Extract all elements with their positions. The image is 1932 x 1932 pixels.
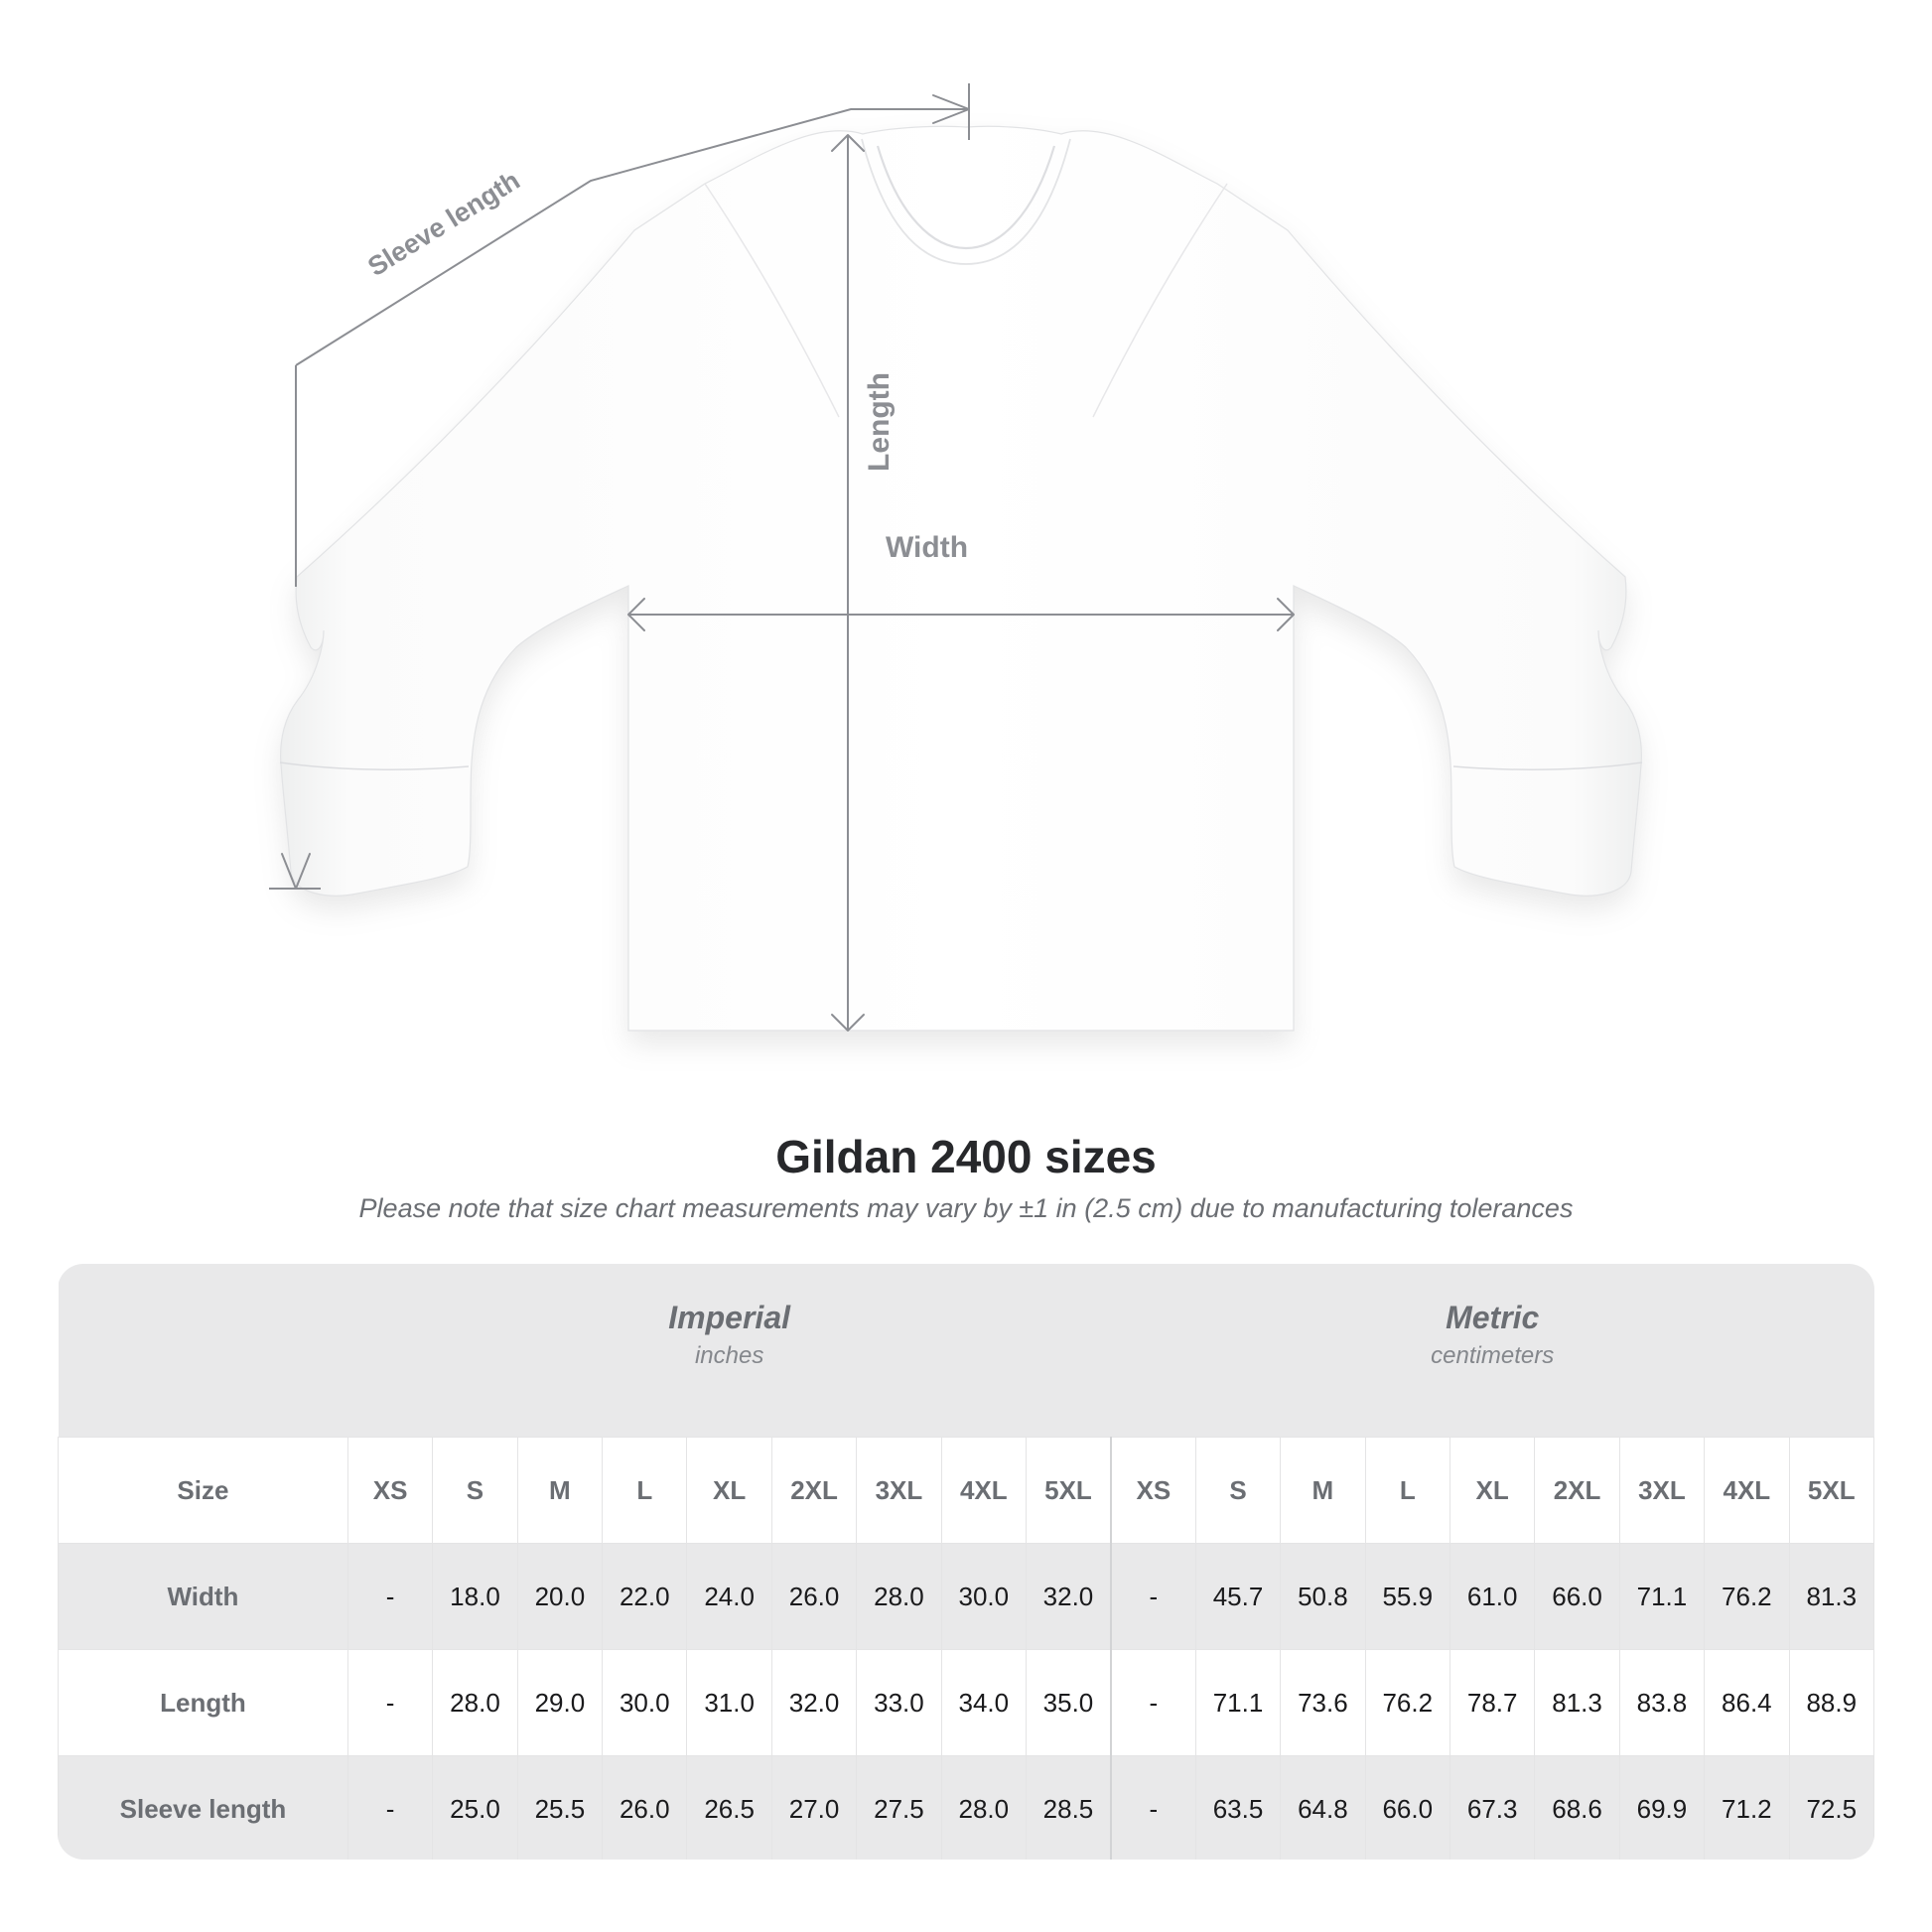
- svg-text:Width: Width: [886, 531, 968, 564]
- svg-text:Sleeve length: Sleeve length: [362, 165, 525, 282]
- svg-text:Length: Length: [863, 372, 896, 472]
